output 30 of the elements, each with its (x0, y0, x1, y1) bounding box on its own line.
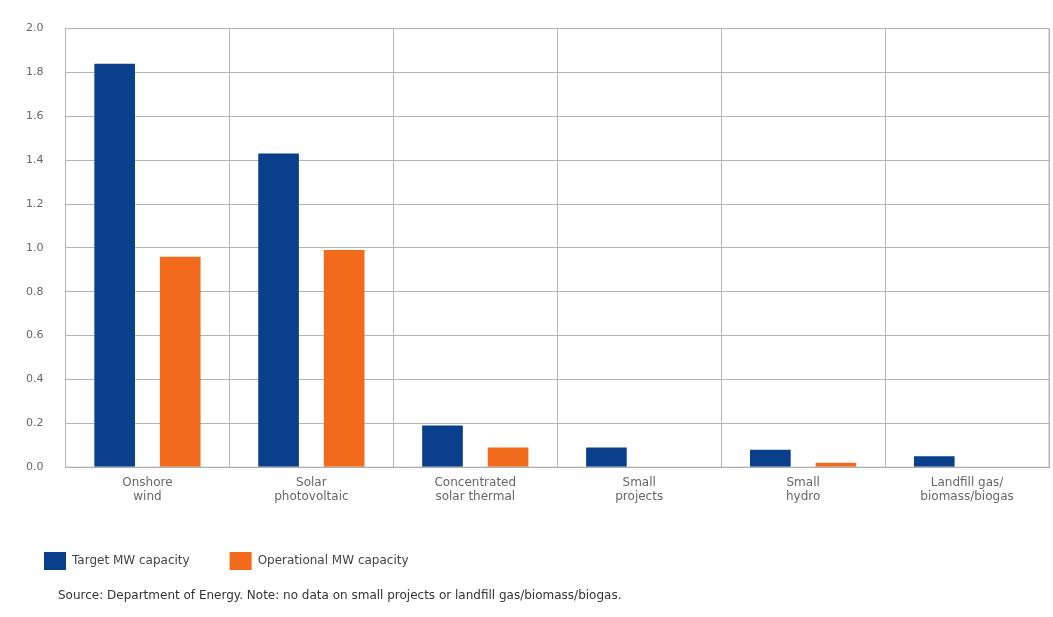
bar (323, 250, 365, 467)
x-tick-label: Concentrated solar thermal (434, 474, 517, 503)
y-tick-label: 0.4 (25, 372, 44, 386)
y-tick-label: 0.8 (25, 284, 44, 298)
x-tick-label: Small hydro (785, 474, 821, 503)
y-tick-label: 1.6 (25, 109, 44, 123)
bar (815, 462, 857, 467)
bar (487, 447, 529, 467)
y-tick-label: 1.2 (25, 196, 44, 210)
y-tick-label: 1.0 (25, 240, 44, 254)
x-tick-label: Landfill gas/ biomass/biogas (920, 474, 1014, 503)
y-tick-label: 0.2 (25, 416, 44, 430)
legend-label: Target MW capacity (71, 553, 190, 568)
y-tick-label: 0.6 (25, 328, 44, 342)
source-note: Source: Department of Energy. Note: no data on small projects or landfill gas/biomass/biogas. (58, 588, 622, 602)
y-tick-label: 1.4 (25, 153, 44, 167)
y-tick-label: 1.8 (25, 65, 44, 79)
bar (258, 153, 299, 467)
bar (422, 425, 463, 467)
x-tick-label: Small projects (615, 474, 664, 503)
legend-label: Operational MW capacity (257, 553, 409, 568)
x-tick-label: Onshore wind (122, 474, 173, 503)
bar (159, 256, 201, 467)
bar (750, 449, 791, 467)
y-tick-label: 0.0 (25, 460, 44, 474)
bar (94, 63, 135, 467)
y-tick-label: 2.0 (25, 21, 44, 35)
bar (913, 456, 955, 467)
x-tick-label: Solar photovoltaic (274, 474, 349, 503)
bar (586, 447, 627, 467)
